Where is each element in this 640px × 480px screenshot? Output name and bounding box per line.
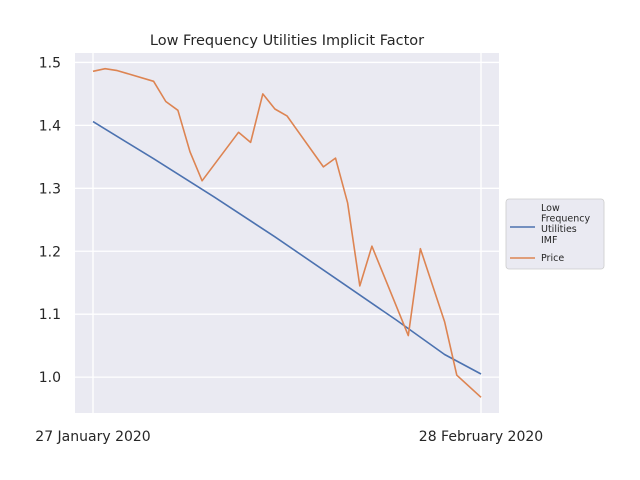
y-tick-label: 1.5 (39, 55, 61, 71)
x-axis: 27 January 2020 28 February 2020 (35, 429, 543, 445)
legend-label-line: Low (541, 203, 560, 214)
legend-label: Low Frequency Utilities IMF (541, 203, 590, 246)
y-axis: 1.0 1.1 1.2 1.3 1.4 1.5 (39, 55, 61, 386)
series-lines (92, 67, 482, 398)
legend-box (505, 198, 605, 270)
gridlines (75, 53, 499, 413)
series-line-price (92, 67, 482, 398)
plot-area (75, 53, 499, 413)
legend-label-line: Frequency (541, 214, 590, 225)
y-tick-label: 1.1 (39, 307, 61, 323)
chart-title: Low Frequency Utilities Implicit Factor (150, 33, 424, 49)
y-tick-label: 1.3 (39, 181, 61, 197)
y-tick-label: 1.0 (39, 370, 61, 386)
legend-label-line: Utilities (541, 224, 577, 235)
legend-label-line: IMF (541, 235, 557, 246)
x-tick-label: 27 January 2020 (35, 429, 150, 445)
series-line-imf (92, 120, 482, 375)
y-tick-label: 1.4 (39, 118, 61, 134)
x-tick-label: 28 February 2020 (419, 429, 543, 445)
legend: Low Frequency Utilities IMF Price (505, 198, 605, 270)
legend-label-line: Price (541, 253, 564, 264)
y-tick-label: 1.2 (39, 244, 61, 260)
legend-label: Price (541, 253, 564, 264)
